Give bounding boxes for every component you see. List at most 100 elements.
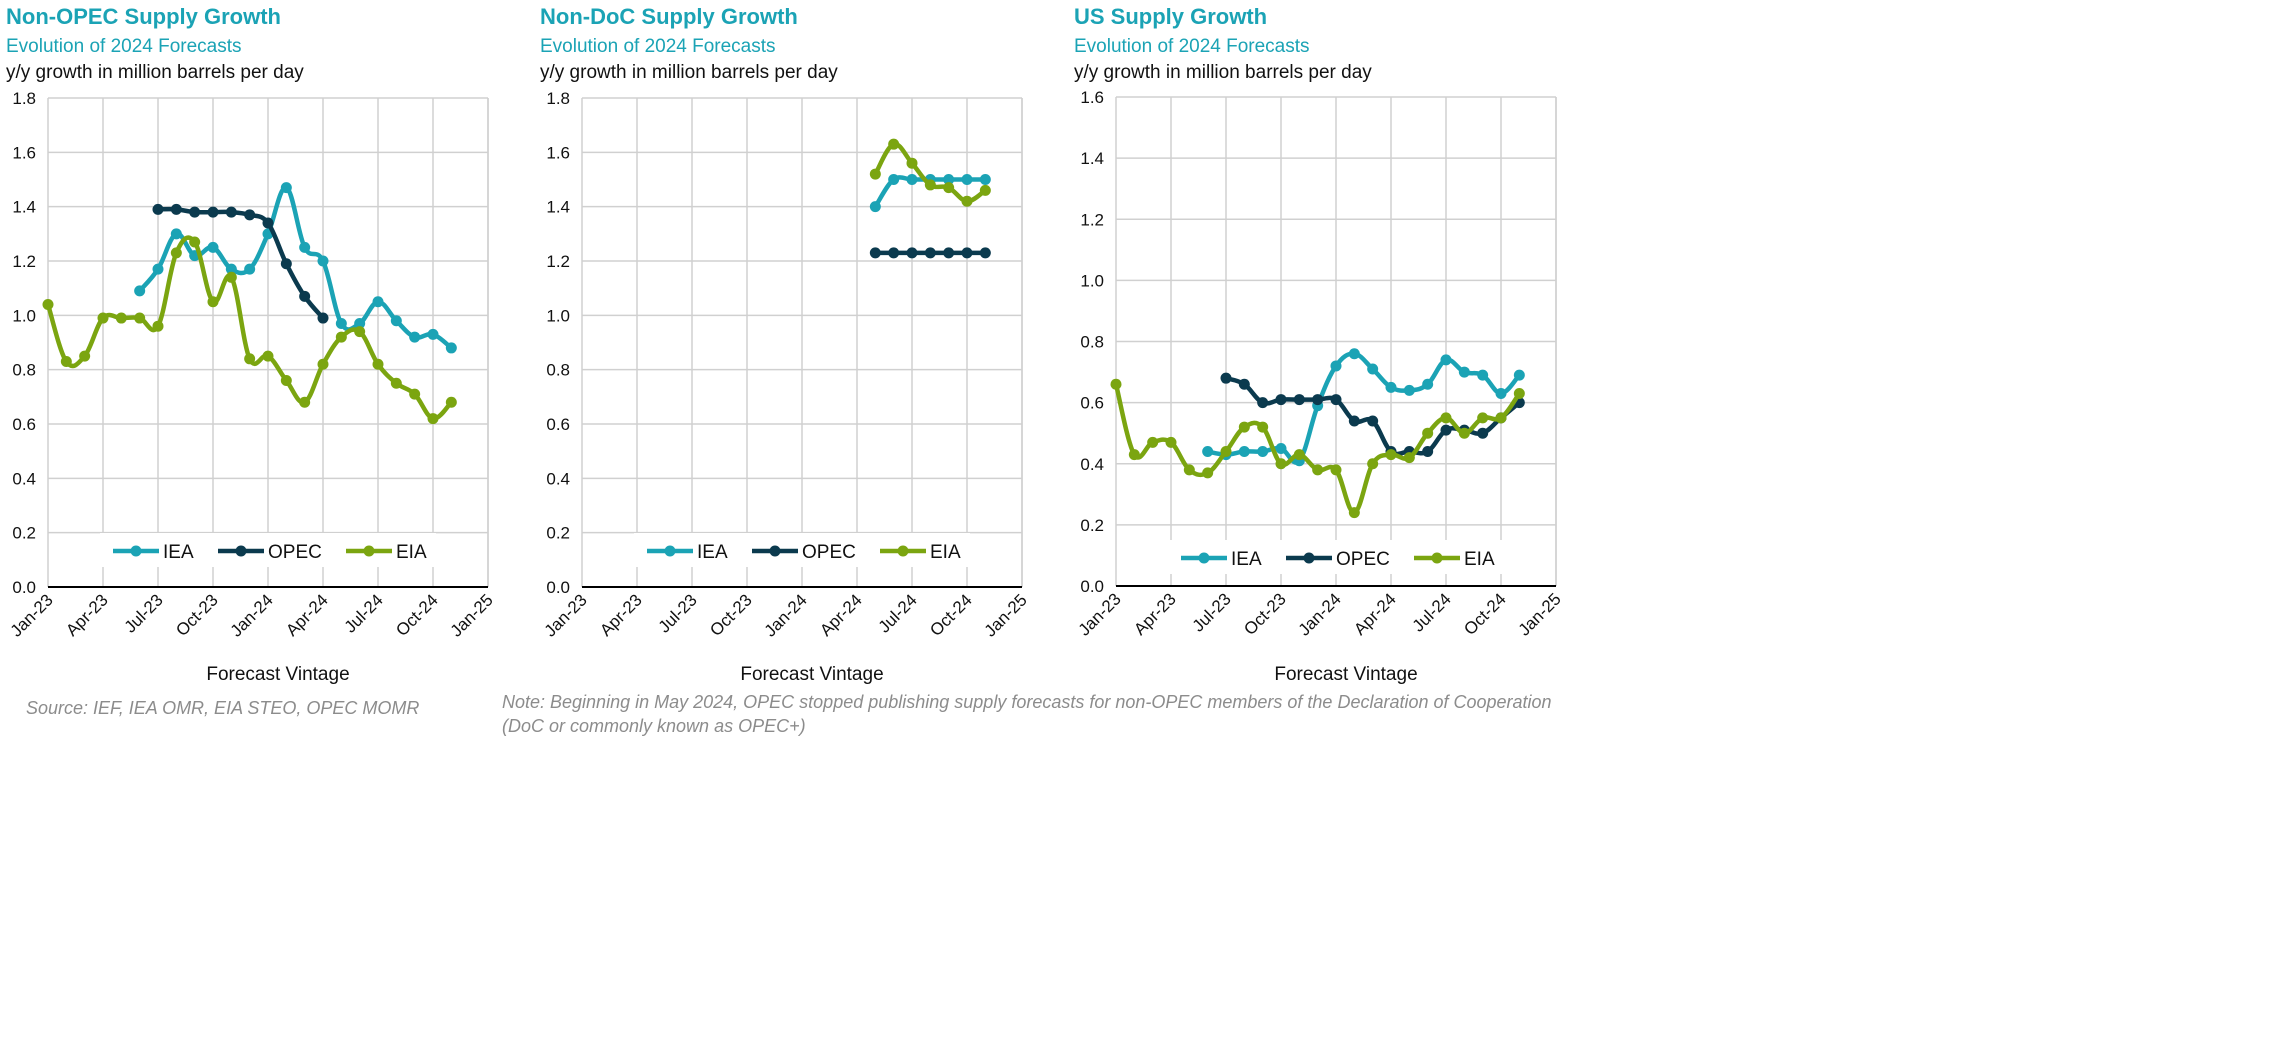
y-axis-label: y/y growth in million barrels per day [1074,62,1372,83]
y-tick-label: 0.8 [12,361,36,380]
y-tick-label: 1.2 [546,252,570,271]
x-tick-label: Apr-23 [1130,589,1180,639]
data-point-iea [979,174,991,185]
chart-title: US Supply Growth [1074,4,1268,29]
x-tick-label: Oct-23 [706,590,756,640]
data-point-eia [1275,458,1287,470]
data-point-iea [390,315,402,327]
data-point-iea [1202,446,1214,458]
data-point-opec [924,247,936,259]
x-tick-label: Apr-24 [282,590,332,640]
data-point-eia [1458,427,1470,439]
legend-label-eia: EIA [396,542,427,563]
x-tick-label: Jan-24 [761,590,811,640]
data-point-opec [1477,427,1489,439]
data-point-eia [961,195,973,207]
data-point-iea [1495,387,1507,399]
x-tick-label: Apr-24 [1350,589,1400,639]
data-point-opec [1238,378,1250,390]
chart-title: Non-DoC Supply Growth [540,4,798,29]
y-tick-label: 0.2 [1080,516,1104,535]
data-point-eia [97,312,109,324]
legend-marker-eia [1431,552,1443,564]
x-tick-label: Jul-24 [875,590,921,636]
data-point-iea [1422,378,1434,390]
y-tick-label: 1.2 [12,252,36,271]
y-tick-label: 0.6 [546,415,570,434]
data-point-eia [1110,378,1122,390]
y-tick-label: 0.8 [546,361,570,380]
y-tick-label: 1.8 [12,89,36,108]
data-point-opec [869,247,881,259]
data-point-iea [888,174,900,185]
data-point-eia [354,326,366,338]
y-tick-label: 1.0 [12,306,36,325]
data-point-eia [79,350,91,362]
data-point-eia [390,377,402,389]
y-tick-label: 1.6 [546,143,570,162]
data-point-iea [1513,369,1525,381]
legend-marker-eia [363,545,375,557]
data-point-opec [207,206,219,218]
data-point-opec [189,206,201,218]
chart-us: US Supply Growth Evolution of 2024 Forec… [1074,0,1594,700]
data-point-eia [409,388,421,400]
data-point-opec [1440,424,1452,436]
x-tick-label: Jan-25 [447,590,497,640]
data-point-eia [1422,427,1434,439]
x-tick-label: Oct-24 [392,590,442,640]
x-axis-title: Forecast Vintage [206,664,349,685]
data-point-iea [1330,360,1342,372]
data-point-eia [1513,387,1525,399]
chart-subtitle: Evolution of 2024 Forecasts [6,36,242,57]
x-tick-label: Jul-24 [1409,589,1455,635]
x-tick-label: Apr-23 [62,590,112,640]
x-tick-label: Jan-24 [227,590,277,640]
x-tick-label: Jul-24 [341,590,387,636]
data-point-iea [134,285,146,297]
data-point-eia [1128,449,1140,461]
data-point-eia [1257,421,1269,433]
data-point-iea [299,241,311,253]
x-tick-label: Apr-23 [596,590,646,640]
legend-marker-opec [769,545,781,557]
data-point-opec [1348,415,1360,427]
data-point-opec [280,258,292,270]
data-point-eia [244,353,256,365]
data-point-eia [152,320,164,332]
data-point-iea [1275,442,1287,454]
legend-label-eia: EIA [930,542,961,563]
data-point-eia [170,247,182,259]
series-line-opec [155,206,326,321]
data-point-eia [335,331,347,343]
data-point-opec [152,203,164,215]
source-text: Source: IEF, IEA OMR, EIA STEO, OPEC MOM… [26,698,420,718]
data-point-iea [354,317,366,329]
y-tick-label: 0.6 [12,415,36,434]
x-tick-label: Jan-23 [1075,589,1125,639]
data-point-opec [1293,394,1305,406]
y-tick-label: 0.4 [12,469,36,488]
data-point-eia [1147,436,1159,448]
legend-label-opec: OPEC [268,542,322,563]
data-point-opec [299,290,311,302]
x-tick-label: Jan-25 [1515,589,1565,639]
y-tick-label: 1.0 [1080,271,1104,290]
y-tick-label: 1.6 [1080,88,1104,107]
x-tick-label: Oct-24 [926,590,976,640]
data-point-eia [1367,458,1379,470]
legend-marker-opec [1303,552,1315,564]
y-axis-label: y/y growth in million barrels per day [540,62,838,83]
legend-marker-eia [897,545,909,557]
y-tick-label: 0.4 [1080,455,1104,474]
data-point-iea [427,328,439,340]
y-tick-label: 0.6 [1080,394,1104,413]
legend-label-opec: OPEC [1336,549,1390,570]
series-line-iea [1205,351,1522,465]
x-tick-label: Jan-25 [981,590,1031,640]
data-point-iea [225,263,237,275]
y-axis-label: y/y growth in million barrels per day [6,62,304,83]
y-tick-label: 1.0 [546,306,570,325]
legend-marker-iea [1198,552,1210,564]
